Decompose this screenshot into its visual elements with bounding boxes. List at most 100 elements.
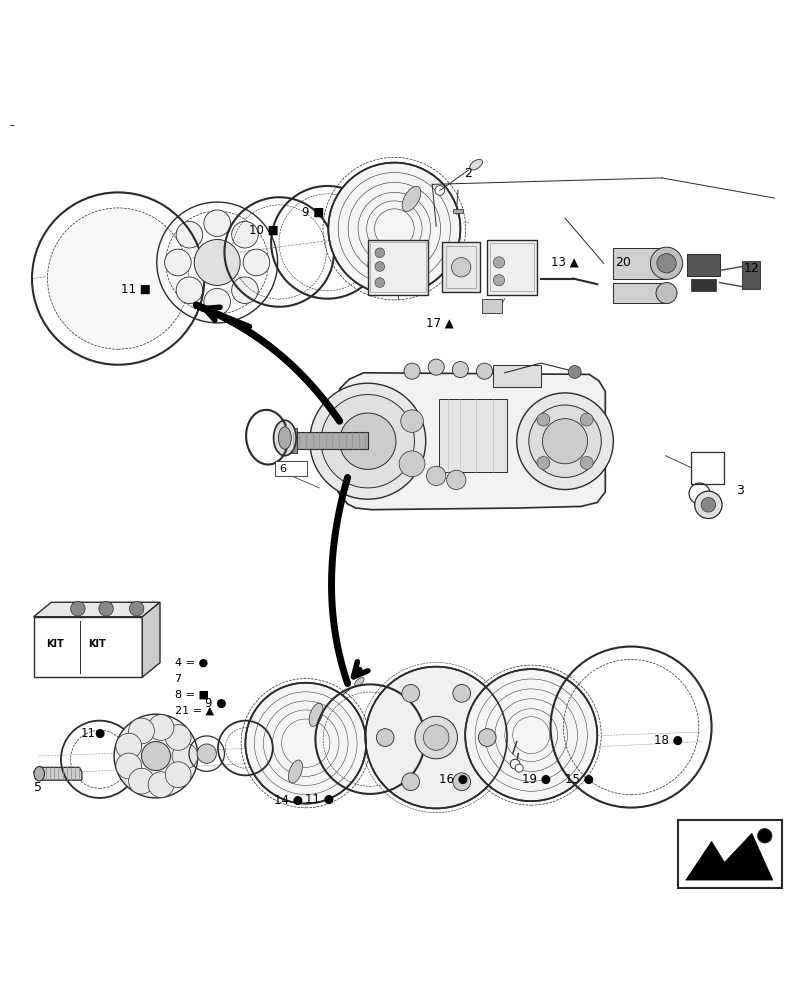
Bar: [276, 461, 307, 476]
Circle shape: [447, 470, 466, 490]
Text: KIT: KIT: [88, 639, 106, 649]
Circle shape: [695, 491, 722, 519]
Circle shape: [404, 363, 420, 379]
Polygon shape: [338, 373, 605, 510]
Polygon shape: [34, 767, 82, 780]
Text: 6: 6: [280, 464, 287, 474]
Text: 17 ▲: 17 ▲: [426, 316, 453, 329]
Circle shape: [452, 258, 471, 277]
Ellipse shape: [288, 760, 302, 783]
Circle shape: [399, 451, 425, 477]
Circle shape: [166, 725, 191, 750]
Circle shape: [452, 773, 470, 791]
Text: 7: 7: [175, 674, 182, 684]
Circle shape: [423, 725, 449, 750]
Circle shape: [494, 275, 505, 286]
Ellipse shape: [368, 246, 386, 271]
Bar: [743, 261, 760, 289]
Circle shape: [401, 410, 423, 432]
Circle shape: [172, 743, 198, 769]
Text: 11●: 11●: [80, 727, 106, 740]
Bar: [688, 254, 720, 276]
Circle shape: [511, 759, 520, 769]
Circle shape: [517, 393, 613, 490]
Text: 16 ●: 16 ●: [440, 773, 469, 786]
Circle shape: [415, 716, 457, 759]
Polygon shape: [142, 602, 160, 677]
Circle shape: [243, 249, 270, 276]
Circle shape: [435, 186, 444, 195]
Polygon shape: [34, 602, 160, 617]
Circle shape: [657, 254, 676, 273]
Circle shape: [116, 753, 141, 779]
Circle shape: [204, 288, 230, 315]
Ellipse shape: [355, 678, 364, 686]
Bar: [287, 428, 297, 453]
Text: 15 ●: 15 ●: [565, 773, 594, 786]
Bar: [490, 243, 533, 291]
Circle shape: [494, 257, 505, 268]
Circle shape: [166, 762, 191, 788]
Circle shape: [204, 210, 230, 236]
Text: KIT: KIT: [46, 639, 63, 649]
Circle shape: [537, 456, 550, 469]
Circle shape: [165, 249, 191, 276]
Circle shape: [232, 221, 259, 248]
Circle shape: [465, 669, 597, 801]
Bar: [678, 820, 782, 888]
Ellipse shape: [274, 420, 296, 456]
Bar: [692, 452, 724, 484]
Bar: [368, 240, 428, 295]
Text: 9 ●: 9 ●: [205, 696, 226, 709]
Circle shape: [701, 498, 716, 512]
Text: 21 = ▲: 21 = ▲: [175, 706, 213, 716]
Circle shape: [428, 359, 444, 375]
Circle shape: [542, 419, 587, 464]
Circle shape: [246, 683, 366, 804]
Circle shape: [580, 456, 593, 469]
Bar: [613, 283, 666, 303]
Circle shape: [656, 283, 677, 304]
Text: 20: 20: [615, 256, 631, 269]
Circle shape: [232, 277, 259, 304]
Text: 11 ■: 11 ■: [120, 283, 150, 296]
Text: –: –: [10, 121, 15, 131]
Bar: [291, 432, 368, 449]
Circle shape: [580, 413, 593, 426]
Bar: [482, 299, 503, 313]
Circle shape: [321, 395, 415, 488]
Bar: [493, 365, 541, 387]
Polygon shape: [686, 833, 772, 880]
Ellipse shape: [34, 767, 44, 781]
Text: 4 = ●: 4 = ●: [175, 658, 208, 668]
Circle shape: [478, 729, 496, 746]
Circle shape: [375, 278, 385, 287]
Circle shape: [148, 715, 174, 740]
Circle shape: [141, 742, 170, 771]
Circle shape: [452, 362, 469, 378]
Circle shape: [516, 764, 523, 772]
Text: 12: 12: [744, 262, 760, 275]
Text: 13 ▲: 13 ▲: [550, 256, 579, 269]
Circle shape: [568, 366, 581, 378]
Circle shape: [339, 413, 396, 469]
Circle shape: [128, 768, 154, 794]
Bar: [487, 240, 537, 295]
Bar: [439, 399, 507, 472]
Circle shape: [194, 240, 240, 285]
Ellipse shape: [402, 186, 421, 211]
Circle shape: [114, 714, 198, 798]
Text: 18 ●: 18 ●: [654, 733, 683, 746]
Text: 11 ●: 11 ●: [305, 793, 334, 806]
Text: 9 ■: 9 ■: [301, 206, 324, 219]
Text: 19 ●: 19 ●: [521, 773, 550, 786]
Bar: [691, 279, 717, 291]
Circle shape: [528, 405, 601, 477]
Bar: [446, 246, 477, 288]
Circle shape: [375, 262, 385, 271]
Circle shape: [452, 684, 470, 702]
Circle shape: [402, 773, 419, 791]
Bar: [442, 242, 481, 292]
Circle shape: [377, 729, 394, 746]
Text: 8 = ■: 8 = ■: [175, 690, 208, 700]
